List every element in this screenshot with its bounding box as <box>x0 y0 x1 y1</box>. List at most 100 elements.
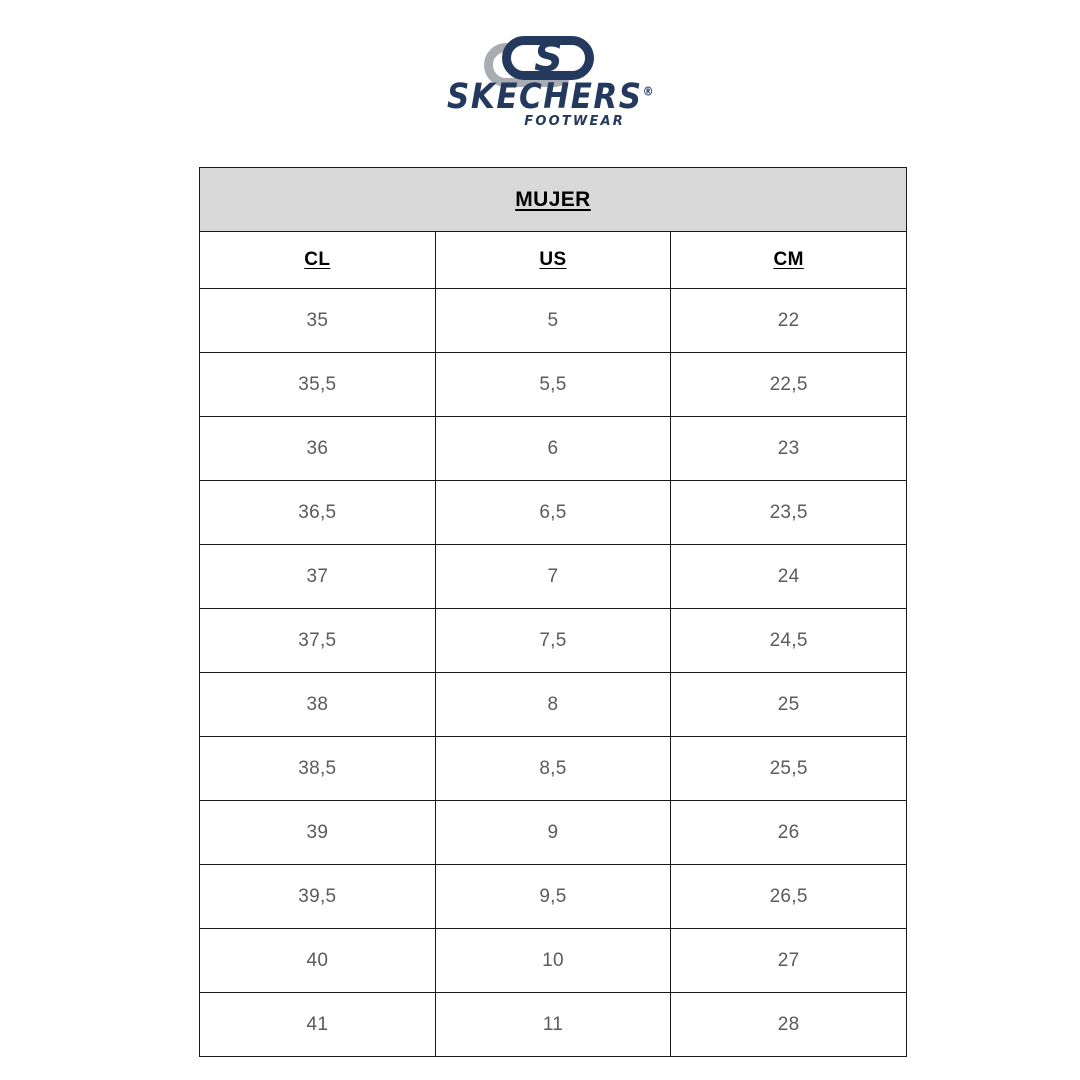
size-cell-us: 7,5 <box>434 608 672 673</box>
size-value: 26 <box>777 821 800 843</box>
size-value: 36,5 <box>298 501 337 523</box>
size-cell-us: 5 <box>434 288 672 353</box>
size-cell-us: 9,5 <box>434 864 672 929</box>
table-row: 37 7 24 <box>199 544 907 609</box>
column-header-cm-label: CM <box>773 249 804 270</box>
table-row: 35,5 5,5 22,5 <box>199 352 907 417</box>
size-value: 7,5 <box>539 629 567 651</box>
brand-wordmark-wrap: SKECHERS® FOOTWEAR <box>447 79 654 129</box>
size-value: 26,5 <box>769 885 808 907</box>
logo-letter-s: S <box>534 35 563 81</box>
size-cell-us: 6,5 <box>434 480 672 545</box>
size-cell-us: 9 <box>434 800 672 865</box>
size-value: 22,5 <box>769 373 808 395</box>
table-row: 35 5 22 <box>199 288 907 353</box>
size-value: 38 <box>306 693 329 715</box>
size-cell-us: 10 <box>434 928 672 993</box>
table-title-cell: MUJER <box>199 167 907 232</box>
size-chart-table: MUJER CL US CM 35 5 22 35,5 5,5 22,5 36 … <box>199 167 907 1057</box>
size-value: 24,5 <box>769 629 808 651</box>
size-cell-cm: 27 <box>670 928 907 993</box>
size-cell-cm: 23,5 <box>670 480 907 545</box>
size-value: 10 <box>542 949 564 971</box>
brand-logo: S SKECHERS® FOOTWEAR <box>0 36 1080 128</box>
table-row: 41 11 28 <box>199 992 907 1057</box>
size-cell-cl: 38 <box>199 672 436 737</box>
size-cell-cm: 28 <box>670 992 907 1057</box>
size-value: 7 <box>547 565 559 587</box>
size-value: 9,5 <box>539 885 567 907</box>
table-title-row: MUJER <box>199 167 907 232</box>
size-cell-us: 5,5 <box>434 352 672 417</box>
size-value: 36 <box>306 437 329 459</box>
size-chart-body: MUJER CL US CM 35 5 22 35,5 5,5 22,5 36 … <box>199 167 907 1057</box>
brand-wordmark: SKECHERS® <box>447 79 654 115</box>
size-value: 8,5 <box>539 757 567 779</box>
size-value: 37 <box>306 565 329 587</box>
size-value: 23,5 <box>769 501 808 523</box>
table-row: 40 10 27 <box>199 928 907 993</box>
size-cell-cl: 36,5 <box>199 480 436 545</box>
size-value: 35 <box>306 309 329 331</box>
table-row: 39,5 9,5 26,5 <box>199 864 907 929</box>
column-header-cl: CL <box>199 231 436 289</box>
size-cell-cm: 24 <box>670 544 907 609</box>
size-value: 6 <box>547 437 559 459</box>
column-header-cm: CM <box>670 231 907 289</box>
size-value: 41 <box>306 1013 329 1035</box>
table-title-label: MUJER <box>515 187 591 211</box>
size-cell-us: 11 <box>434 992 672 1057</box>
size-cell-cl: 37,5 <box>199 608 436 673</box>
size-value: 25,5 <box>769 757 808 779</box>
size-value: 35,5 <box>298 373 337 395</box>
size-value: 9 <box>547 821 559 843</box>
size-cell-cm: 22 <box>670 288 907 353</box>
size-value: 40 <box>306 949 329 971</box>
size-value: 28 <box>777 1013 800 1035</box>
brand-wordmark-text: SKECHERS <box>447 76 643 117</box>
registered-mark: ® <box>642 84 654 99</box>
size-cell-cl: 35,5 <box>199 352 436 417</box>
size-cell-cm: 26,5 <box>670 864 907 929</box>
size-cell-cl: 37 <box>199 544 436 609</box>
column-header-us-label: US <box>539 249 567 270</box>
size-cell-cl: 38,5 <box>199 736 436 801</box>
size-cell-cl: 39,5 <box>199 864 436 929</box>
size-cell-cl: 35 <box>199 288 436 353</box>
size-value: 22 <box>777 309 800 331</box>
size-cell-cl: 39 <box>199 800 436 865</box>
table-row: 38 8 25 <box>199 672 907 737</box>
table-row: 36,5 6,5 23,5 <box>199 480 907 545</box>
size-cell-us: 7 <box>434 544 672 609</box>
size-cell-us: 8 <box>434 672 672 737</box>
size-cell-cm: 23 <box>670 416 907 481</box>
skechers-s-logo-icon: S <box>484 36 596 87</box>
size-value: 8 <box>547 693 559 715</box>
size-value: 5 <box>547 309 559 331</box>
size-value: 24 <box>777 565 800 587</box>
size-value: 38,5 <box>298 757 337 779</box>
size-value: 11 <box>542 1013 564 1035</box>
size-cell-cl: 40 <box>199 928 436 993</box>
size-value: 27 <box>777 949 800 971</box>
size-value: 25 <box>777 693 800 715</box>
size-cell-cm: 24,5 <box>670 608 907 673</box>
size-value: 6,5 <box>539 501 567 523</box>
size-cell-cl: 41 <box>199 992 436 1057</box>
column-header-us: US <box>434 231 672 289</box>
size-value: 39,5 <box>298 885 337 907</box>
size-cell-cm: 26 <box>670 800 907 865</box>
size-value: 5,5 <box>539 373 567 395</box>
table-row: 36 6 23 <box>199 416 907 481</box>
size-cell-cm: 25,5 <box>670 736 907 801</box>
size-cell-cm: 25 <box>670 672 907 737</box>
size-value: 23 <box>777 437 800 459</box>
size-cell-cl: 36 <box>199 416 436 481</box>
size-value: 37,5 <box>298 629 337 651</box>
logo-front-ring <box>502 36 594 80</box>
brand-tagline: FOOTWEAR <box>524 114 625 129</box>
size-cell-us: 6 <box>434 416 672 481</box>
table-row: 38,5 8,5 25,5 <box>199 736 907 801</box>
column-header-cl-label: CL <box>304 249 331 270</box>
